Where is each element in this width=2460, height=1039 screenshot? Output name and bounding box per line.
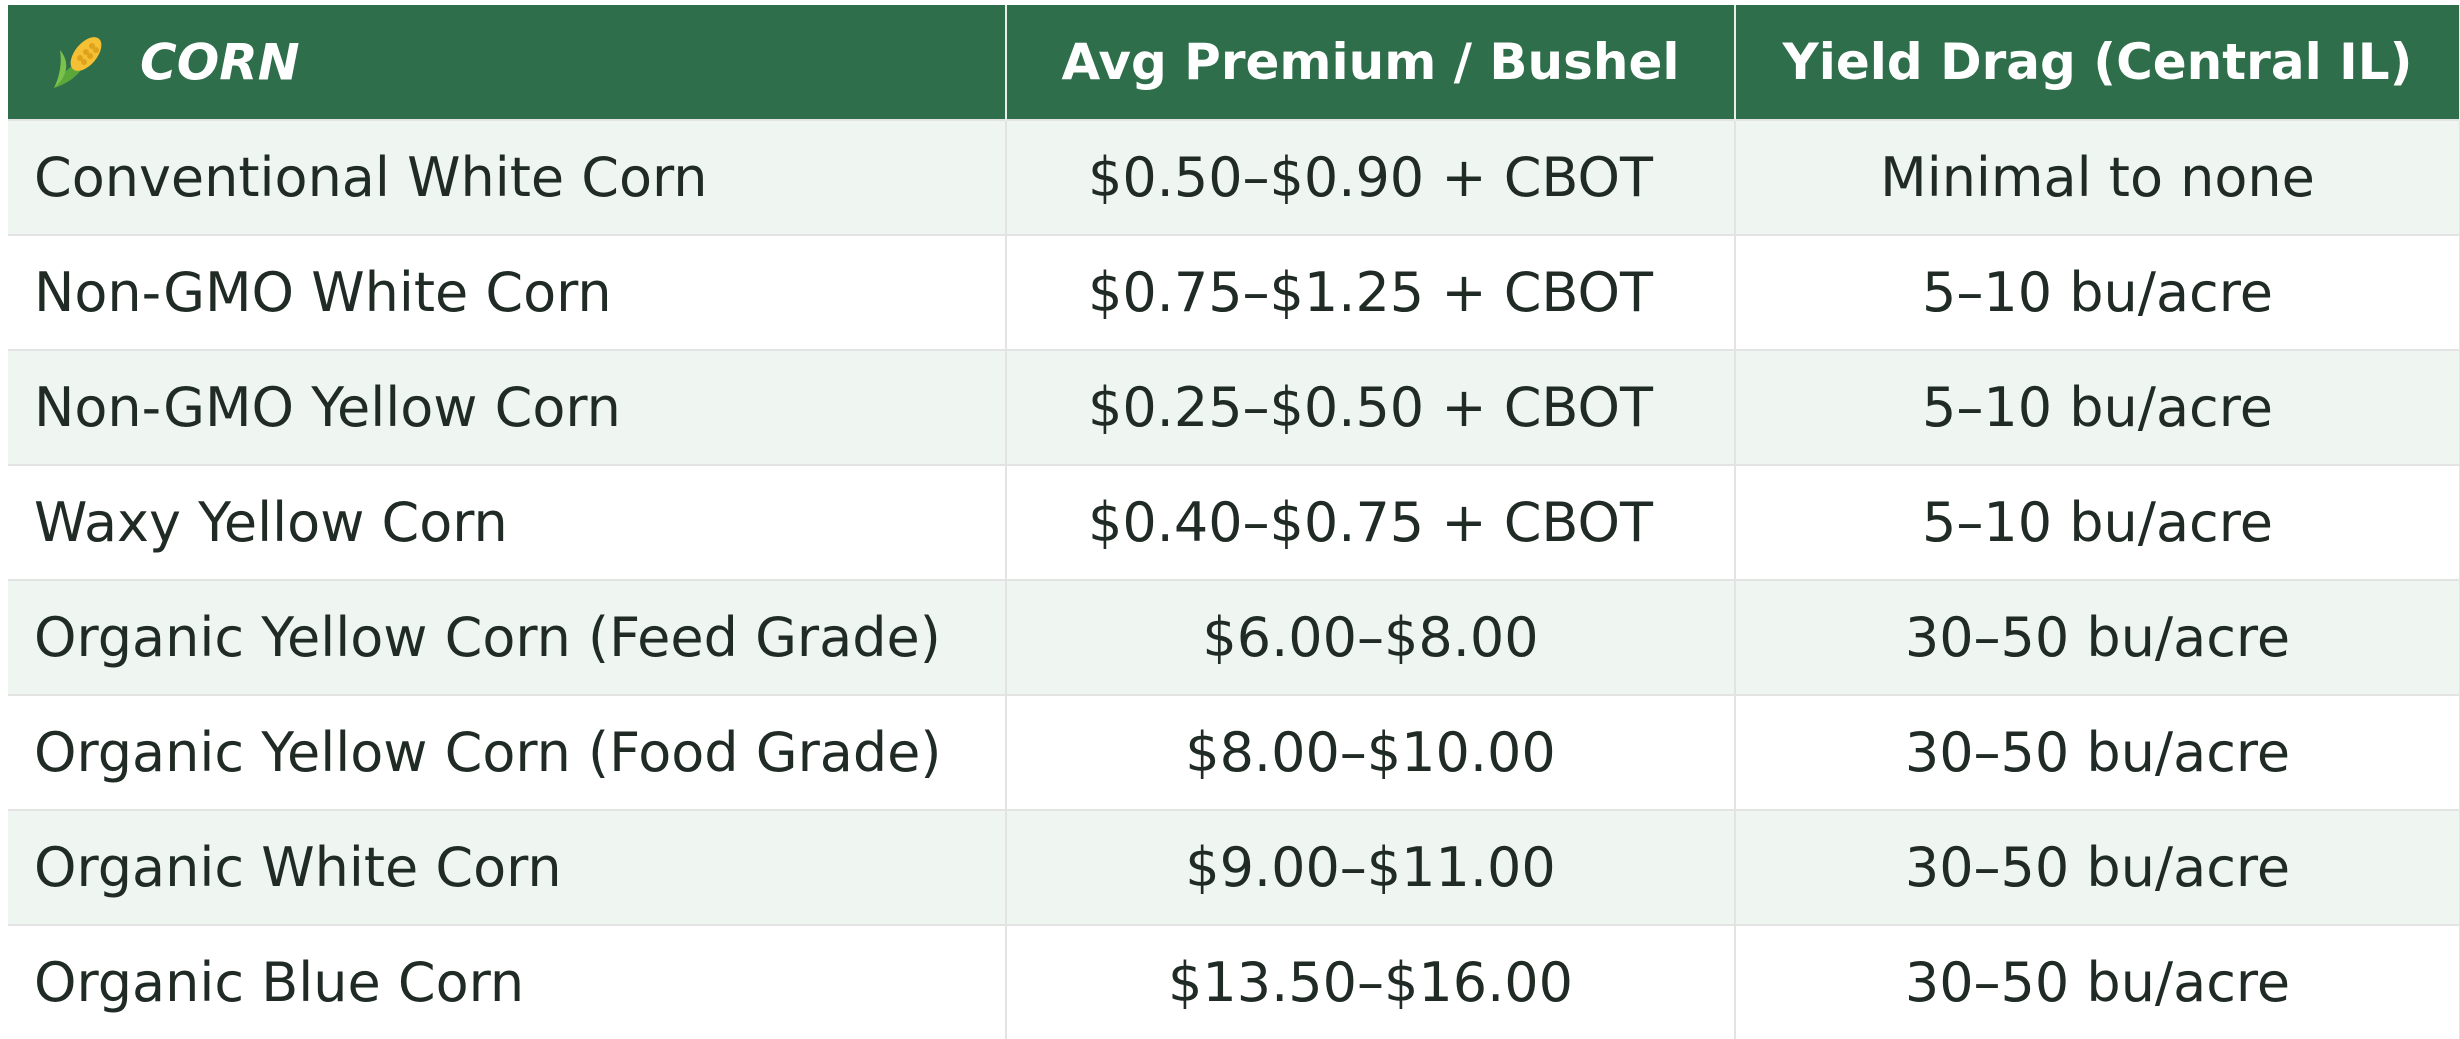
table-cell: 30–50 bu/acre xyxy=(1735,924,2460,1039)
table-cell: Waxy Yellow Corn xyxy=(8,464,1007,580)
header-cell: Avg Premium / Bushel xyxy=(1006,5,1736,120)
table-row: Non-GMO White Corn $0.75–$1.25 + CBOT 5–10… xyxy=(8,234,2460,350)
table-cell: Non-GMO Yellow Corn xyxy=(8,349,1007,465)
header-row: CORN Avg Premium / Bushel Yield Drag (Ce… xyxy=(8,5,2460,120)
table-row: Non-GMO Yellow Corn $0.25–$0.50 + CBOT 5–1… xyxy=(8,349,2460,465)
table-cell: $8.00–$10.00 xyxy=(1006,694,1736,810)
table-row: Organic Yellow Corn (Feed Grade) $6.00–$8… xyxy=(8,579,2460,695)
table-cell: Minimal to none xyxy=(1735,119,2460,235)
table-cell: 5–10 bu/acre xyxy=(1735,464,2460,580)
header-text: CORN xyxy=(140,33,300,92)
table-cell: Conventional White Corn xyxy=(8,119,1007,235)
table-cell: $6.00–$8.00 xyxy=(1006,579,1736,695)
table-cell: $0.75–$1.25 + CBOT xyxy=(1006,234,1736,350)
header-cell: Yield Drag (Central IL) xyxy=(1735,5,2460,120)
table-cell: Organic Blue Corn xyxy=(8,924,1007,1039)
table-cell: 5–10 bu/acre xyxy=(1735,349,2460,465)
table-row: Organic White Corn $9.00–$11.00 30–50 bu/a… xyxy=(8,809,2460,925)
table-body: Conventional White Corn $0.50–$0.90 + CBO… xyxy=(8,119,2460,1039)
table-cell: Organic Yellow Corn (Food Grade) xyxy=(8,694,1007,810)
corn-icon xyxy=(54,36,102,88)
table-cell: $0.40–$0.75 + CBOT xyxy=(1006,464,1736,580)
table-cell: 30–50 bu/acre xyxy=(1735,809,2460,925)
table-row: Conventional White Corn $0.50–$0.90 + CBO… xyxy=(8,119,2460,235)
table-cell: 30–50 bu/acre xyxy=(1735,694,2460,810)
table-cell: Organic White Corn xyxy=(8,809,1007,925)
table-cell: $13.50–$16.00 xyxy=(1006,924,1736,1039)
price-table: CORN Avg Premium / Bushel Yield Drag (Ce… xyxy=(8,5,2460,1039)
table-cell: Non-GMO White Corn xyxy=(8,234,1007,350)
table-cell: Organic Yellow Corn (Feed Grade) xyxy=(8,579,1007,695)
table-cell: 30–50 bu/acre xyxy=(1735,579,2460,695)
table-cell: $0.50–$0.90 + CBOT xyxy=(1006,119,1736,235)
table-cell: 5–10 bu/acre xyxy=(1735,234,2460,350)
table-row: Organic Blue Corn $13.50–$16.00 30–50 bu/a… xyxy=(8,924,2460,1039)
table-cell: $9.00–$11.00 xyxy=(1006,809,1736,925)
header-cell: CORN xyxy=(8,5,1007,120)
table-row: Organic Yellow Corn (Food Grade) $8.00–$1… xyxy=(8,694,2460,810)
table-cell: $0.25–$0.50 + CBOT xyxy=(1006,349,1736,465)
table-row: Waxy Yellow Corn $0.40–$0.75 + CBOT 5–10 b… xyxy=(8,464,2460,580)
